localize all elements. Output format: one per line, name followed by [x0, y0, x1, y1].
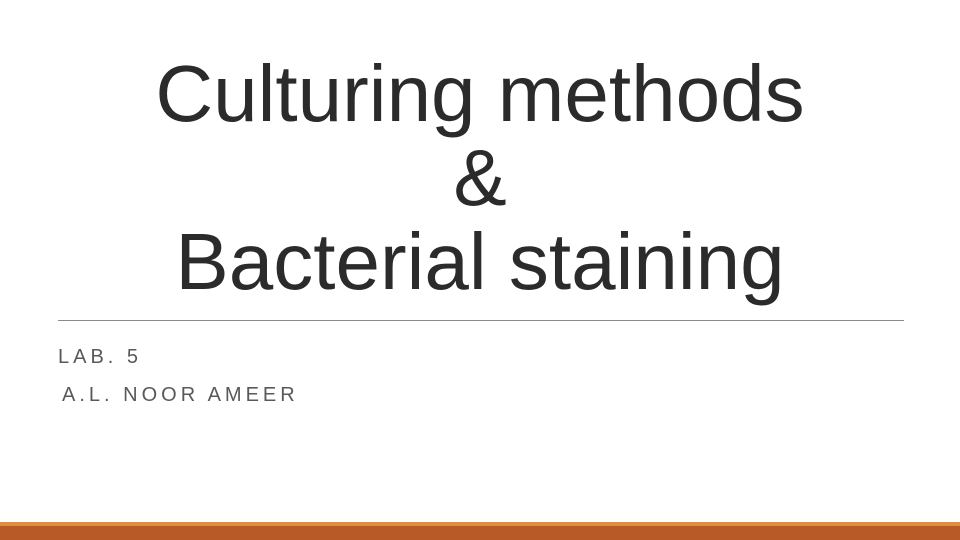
bottom-band-bottom	[0, 526, 960, 540]
subtitle-line-2: A.L. NOOR AMEER	[62, 376, 904, 414]
title-line-2: &	[0, 136, 960, 220]
subtitle-block: LAB. 5 A.L. NOOR AMEER	[58, 338, 904, 414]
bottom-accent-bar	[0, 520, 960, 540]
title-divider	[58, 320, 904, 321]
title-line-1: Culturing methods	[0, 52, 960, 136]
title-block: Culturing methods & Bacterial staining	[0, 52, 960, 304]
subtitle-line-1: LAB. 5	[58, 338, 904, 376]
title-line-3: Bacterial staining	[0, 220, 960, 304]
